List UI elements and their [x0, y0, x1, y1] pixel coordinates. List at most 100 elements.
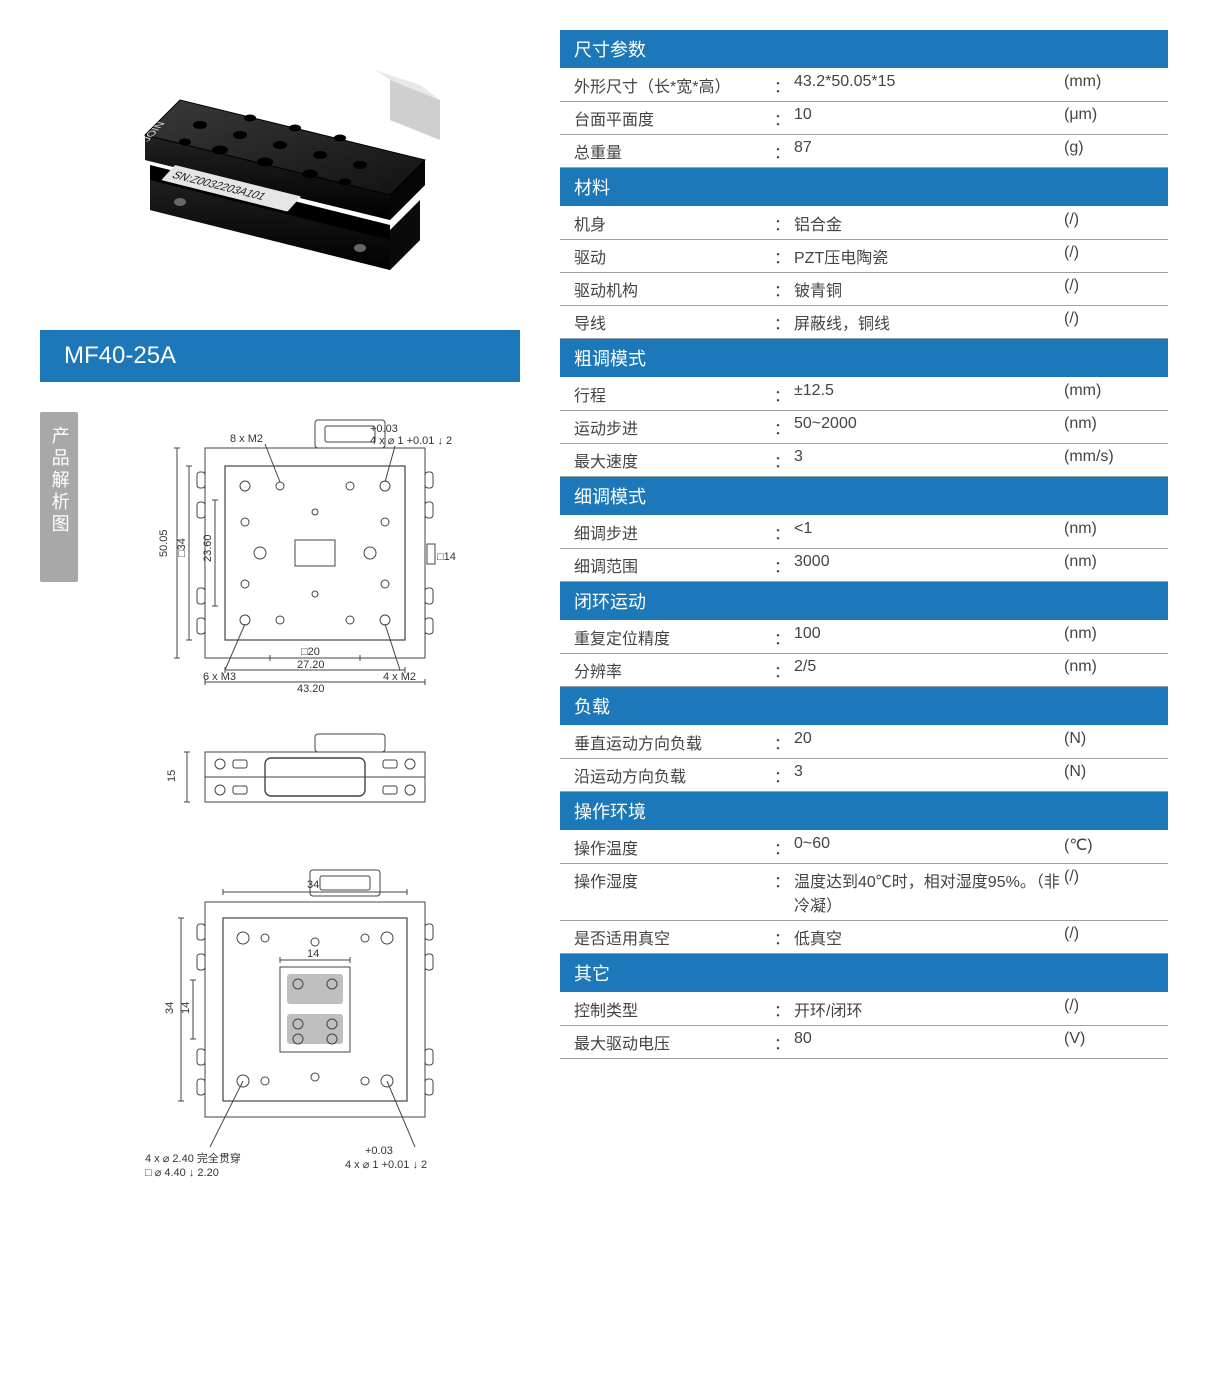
spec-row-label: 最大速度 — [574, 448, 774, 472]
spec-row: 行程：±12.5(mm) — [560, 378, 1168, 411]
product-title-bar: MF40-25A — [40, 330, 520, 382]
colon: ： — [774, 658, 794, 682]
svg-text:4 x ⌀ 1 +0.01 ↓ 2: 4 x ⌀ 1 +0.01 ↓ 2 — [370, 435, 452, 447]
technical-drawings: 8 x M2 +0.03 4 x ⌀ 1 +0.01 ↓ 2 6 x M3 4 … — [90, 412, 520, 1192]
svg-text:□20: □20 — [301, 646, 320, 658]
spec-row-unit: (μm) — [1064, 106, 1154, 124]
svg-text:+0.03: +0.03 — [370, 423, 398, 435]
spec-row: 重复定位精度：100(nm) — [560, 621, 1168, 654]
spec-row: 操作湿度：温度达到40℃时，相对湿度95%。（非冷凝）(/) — [560, 864, 1168, 921]
spec-row-unit: (mm) — [1064, 73, 1154, 91]
spec-column: 尺寸参数外形尺寸（长*宽*高）：43.2*50.05*15(mm)台面平面度：1… — [560, 30, 1168, 1192]
spec-row-value: 87 — [794, 139, 1064, 157]
spec-row-label: 运动步进 — [574, 415, 774, 439]
spec-section-header: 负载 — [560, 687, 1168, 726]
spec-row-value: 3000 — [794, 553, 1064, 571]
left-column: SN:Z0032203A101 JOIN MF40-25A 产品解析图 — [40, 30, 520, 1192]
spec-row-label: 最大驱动电压 — [574, 1030, 774, 1054]
spec-row-value: ±12.5 — [794, 382, 1064, 400]
svg-text:43.20: 43.20 — [297, 683, 325, 692]
spec-row-value: 43.2*50.05*15 — [794, 73, 1064, 91]
spec-section-header: 其它 — [560, 954, 1168, 993]
spec-row-label: 分辨率 — [574, 658, 774, 682]
page-root: SN:Z0032203A101 JOIN MF40-25A 产品解析图 — [40, 30, 1168, 1192]
spec-row: 控制类型：开环/闭环(/) — [560, 993, 1168, 1026]
spec-row-unit: (N) — [1064, 763, 1154, 781]
colon: ： — [774, 520, 794, 544]
svg-text:14: 14 — [307, 948, 319, 960]
svg-text:□34: □34 — [176, 538, 188, 557]
spec-row-value: 0~60 — [794, 835, 1064, 853]
spec-row: 总重量：87(g) — [560, 135, 1168, 168]
colon: ： — [774, 73, 794, 97]
spec-row-label: 机身 — [574, 211, 774, 235]
spec-row: 细调步进：<1(nm) — [560, 516, 1168, 549]
spec-row-label: 重复定位精度 — [574, 625, 774, 649]
spec-section-header: 细调模式 — [560, 477, 1168, 516]
colon: ： — [774, 277, 794, 301]
spec-row-label: 驱动 — [574, 244, 774, 268]
spec-section-header: 尺寸参数 — [560, 30, 1168, 69]
colon: ： — [774, 925, 794, 949]
colon: ： — [774, 1030, 794, 1054]
spec-section-header: 粗调模式 — [560, 339, 1168, 378]
spec-row-unit: (V) — [1064, 1030, 1154, 1048]
colon: ： — [774, 868, 794, 892]
svg-text:27.20: 27.20 — [297, 659, 325, 671]
spec-row-value: 50~2000 — [794, 415, 1064, 433]
diagram-tab-label: 产品解析图 — [46, 426, 71, 536]
spec-row-label: 沿运动方向负载 — [574, 763, 774, 787]
svg-text:8 x M2: 8 x M2 — [230, 433, 263, 445]
svg-text:4 x M2: 4 x M2 — [383, 671, 416, 683]
colon: ： — [774, 997, 794, 1021]
spec-row-unit: (nm) — [1064, 658, 1154, 676]
svg-text:50.05: 50.05 — [158, 529, 170, 557]
spec-row-unit: (g) — [1064, 139, 1154, 157]
top-view-drawing: 8 x M2 +0.03 4 x ⌀ 1 +0.01 ↓ 2 6 x M3 4 … — [90, 412, 520, 692]
svg-text:□14: □14 — [437, 551, 456, 563]
spec-row: 操作温度：0~60(℃) — [560, 831, 1168, 864]
colon: ： — [774, 139, 794, 163]
spec-row-unit: (nm) — [1064, 415, 1154, 433]
product-photo: SN:Z0032203A101 JOIN — [90, 30, 470, 310]
colon: ： — [774, 310, 794, 334]
spec-row: 最大驱动电压：80(V) — [560, 1026, 1168, 1059]
product-model: MF40-25A — [64, 342, 176, 369]
spec-row-label: 导线 — [574, 310, 774, 334]
spec-row-value: 2/5 — [794, 658, 1064, 676]
spec-row: 沿运动方向负载：3(N) — [560, 759, 1168, 792]
spec-row-unit: (nm) — [1064, 553, 1154, 571]
colon: ： — [774, 415, 794, 439]
spec-row-value: 3 — [794, 763, 1064, 781]
spec-row: 导线：屏蔽线，铜线(/) — [560, 306, 1168, 339]
spec-row-label: 台面平面度 — [574, 106, 774, 130]
spec-row-value: 低真空 — [794, 925, 1064, 949]
diagram-vertical-tab: 产品解析图 — [40, 412, 78, 582]
product-render-icon: SN:Z0032203A101 JOIN — [90, 30, 470, 310]
spec-row-unit: (/) — [1064, 925, 1154, 943]
spec-row-value: 开环/闭环 — [794, 997, 1064, 1021]
spec-row-value: 铝合金 — [794, 211, 1064, 235]
bottom-view-drawing: 34 14 34 14 — [90, 862, 520, 1192]
spec-row: 垂直运动方向负载：20(N) — [560, 726, 1168, 759]
spec-row: 分辨率：2/5(nm) — [560, 654, 1168, 687]
spec-row-unit: (/) — [1064, 211, 1154, 229]
svg-text:4 x ⌀ 2.40 完全贯穿: 4 x ⌀ 2.40 完全贯穿 — [145, 1151, 241, 1165]
svg-text:□ ⌀ 4.40 ↓ 2.20: □ ⌀ 4.40 ↓ 2.20 — [145, 1167, 219, 1179]
colon: ： — [774, 382, 794, 406]
spec-row-unit: (℃) — [1064, 835, 1154, 855]
spec-row-unit: (/) — [1064, 310, 1154, 328]
svg-text:14: 14 — [180, 1002, 192, 1014]
spec-row-unit: (/) — [1064, 244, 1154, 262]
spec-row: 驱动：PZT压电陶瓷(/) — [560, 240, 1168, 273]
spec-row-label: 总重量 — [574, 139, 774, 163]
spec-row: 运动步进：50~2000(nm) — [560, 411, 1168, 444]
spec-row-value: PZT压电陶瓷 — [794, 244, 1064, 268]
svg-text:23.60: 23.60 — [202, 534, 214, 562]
colon: ： — [774, 730, 794, 754]
spec-row-unit: (nm) — [1064, 625, 1154, 643]
spec-row-label: 垂直运动方向负载 — [574, 730, 774, 754]
spec-row-value: <1 — [794, 520, 1064, 538]
spec-row-value: 10 — [794, 106, 1064, 124]
spec-row-label: 细调步进 — [574, 520, 774, 544]
